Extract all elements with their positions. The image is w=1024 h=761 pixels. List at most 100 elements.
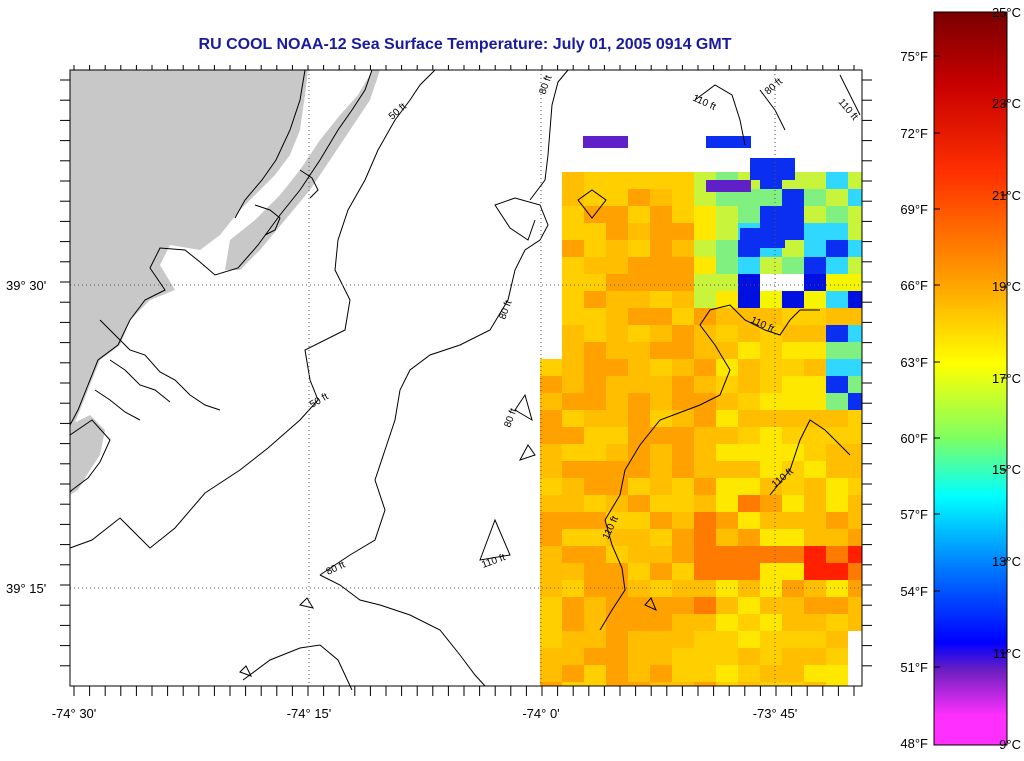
sst-cell [782, 512, 804, 529]
sst-cell [782, 206, 804, 223]
sst-cell [694, 410, 716, 427]
sst-cell [606, 597, 628, 614]
sst-cell [804, 342, 826, 359]
sst-cell [628, 240, 650, 257]
sst-cell [562, 291, 584, 308]
sst-cell [760, 291, 782, 308]
sst-cell [650, 648, 672, 665]
sst-cell [716, 257, 738, 274]
sst-cell [562, 444, 584, 461]
sst-cell [716, 410, 738, 427]
sst-cell [804, 240, 826, 257]
sst-cell [738, 444, 760, 461]
sst-cell [672, 631, 694, 648]
sst-cell [694, 682, 716, 686]
sst-cell [672, 172, 694, 189]
cb-c-25: 25°C [992, 5, 1021, 20]
contour-110ft-b [599, 519, 626, 631]
sst-cell [782, 665, 804, 682]
sst-cell [606, 648, 628, 665]
sst-cell [760, 427, 782, 444]
sst-cell [826, 648, 848, 665]
sst-cell [782, 393, 804, 410]
sst-cell [804, 308, 826, 325]
sst-cell [694, 665, 716, 682]
sst-cell [628, 410, 650, 427]
sst-cell [760, 563, 782, 580]
sst-cell [606, 325, 628, 342]
sst-cell [782, 580, 804, 597]
sst-cell [672, 478, 694, 495]
sst-cell [760, 597, 782, 614]
sst-cell [650, 444, 672, 461]
depth-label-50a: 50 ft [387, 101, 409, 122]
sst-cell [650, 206, 672, 223]
sst-cell [628, 206, 650, 223]
sst-cell [716, 614, 738, 631]
sst-cell [562, 257, 584, 274]
sst-cell [584, 189, 606, 206]
cb-c-21: 21°C [992, 188, 1021, 203]
sst-cell [826, 274, 848, 291]
sst-cell [650, 393, 672, 410]
depth-contours [69, 69, 861, 691]
sst-cell [562, 478, 584, 495]
sst-cell [540, 359, 562, 376]
sst-cell [628, 529, 650, 546]
sst-cell [540, 495, 562, 512]
sst-cell [760, 376, 782, 393]
sst-cell [562, 495, 584, 512]
sst-cell [672, 359, 694, 376]
sst-cell [650, 631, 672, 648]
sst-cell [650, 461, 672, 478]
sst-cell [650, 342, 672, 359]
sst-cell [606, 665, 628, 682]
sst-cell [716, 682, 738, 686]
sst-cell [650, 325, 672, 342]
depth-label-80e: 80 ft [763, 76, 785, 97]
sst-cell [584, 427, 606, 444]
cb-f-69: 69°F [900, 202, 928, 217]
sst-cell [606, 393, 628, 410]
sst-cell [782, 240, 804, 257]
sst-cell [628, 189, 650, 206]
sst-cell [672, 257, 694, 274]
sst-cell [540, 563, 562, 580]
sst-cell [650, 291, 672, 308]
sst-cell [738, 529, 760, 546]
sst-cell [804, 189, 826, 206]
sst-cell [584, 665, 606, 682]
sst-cell [826, 189, 848, 206]
sst-cell [694, 461, 716, 478]
sst-cell [650, 580, 672, 597]
sst-cell [562, 546, 584, 563]
sst-cell [650, 529, 672, 546]
lon-label-7430: -74° 30' [52, 706, 97, 721]
sst-cell [562, 308, 584, 325]
sst-cell [562, 325, 584, 342]
sst-cell [716, 223, 738, 240]
sst-cell [672, 325, 694, 342]
sst-cell [804, 359, 826, 376]
sst-cell [826, 172, 848, 189]
sst-cell [848, 308, 862, 325]
sst-cell [782, 529, 804, 546]
sst-cold-patch [706, 180, 751, 192]
sst-cell [848, 512, 862, 529]
sst-cell [738, 410, 760, 427]
sst-cell [584, 597, 606, 614]
colorbar-ticks [934, 55, 1007, 668]
sst-cell [672, 597, 694, 614]
sst-cell [826, 240, 848, 257]
sst-cell [584, 308, 606, 325]
sst-cell [716, 631, 738, 648]
depth-label-80d: 80 ft [325, 559, 347, 577]
sst-cell [826, 529, 848, 546]
sst-cell [716, 648, 738, 665]
sst-cell [606, 580, 628, 597]
map-title: RU COOL NOAA-12 Sea Surface Temperature:… [198, 36, 732, 53]
sst-cell [738, 427, 760, 444]
sst-cell [628, 478, 650, 495]
